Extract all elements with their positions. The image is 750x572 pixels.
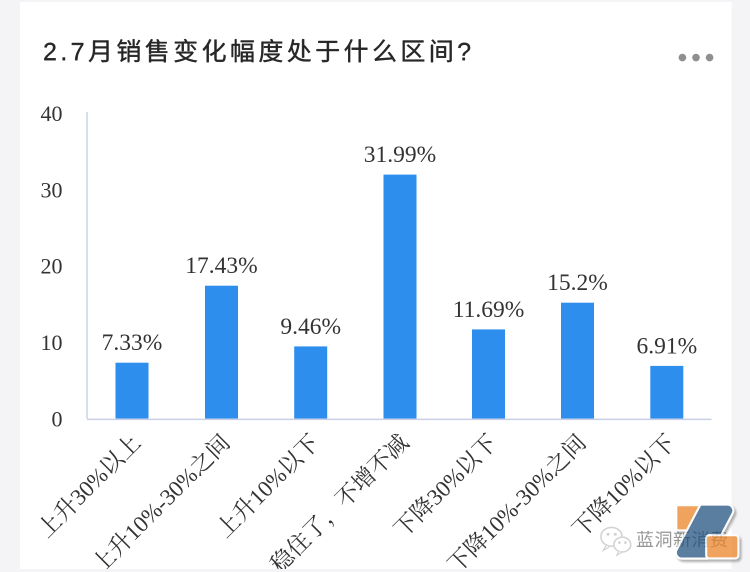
- svg-text:11.69%: 11.69%: [453, 297, 525, 323]
- svg-text:10: 10: [41, 330, 63, 355]
- svg-text:31.99%: 31.99%: [364, 142, 436, 168]
- svg-text:6.91%: 6.91%: [636, 333, 697, 359]
- svg-text:7.33%: 7.33%: [102, 330, 163, 356]
- svg-text:15.2%: 15.2%: [547, 270, 608, 296]
- svg-text:30: 30: [41, 177, 63, 202]
- svg-text:0: 0: [52, 406, 63, 431]
- svg-text:9.46%: 9.46%: [280, 314, 341, 340]
- svg-text:40: 40: [41, 101, 63, 126]
- svg-text:20: 20: [41, 254, 63, 279]
- svg-text:17.43%: 17.43%: [185, 253, 257, 279]
